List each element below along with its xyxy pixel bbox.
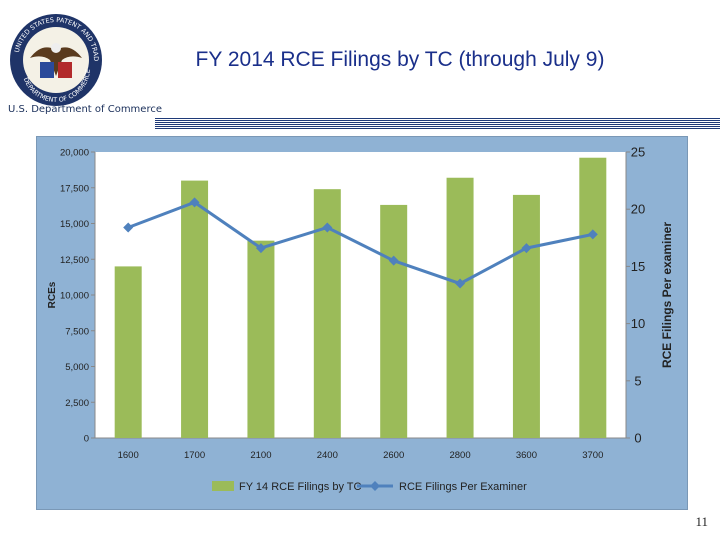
x-tick-label: 1600 (118, 450, 139, 461)
legend-group: FY 14 RCE Filings by TC RCE Filings Per E… (212, 481, 527, 493)
bar-2800 (446, 177, 474, 439)
legend-label-line: RCE Filings Per Examiner (399, 481, 527, 493)
y-tick-label: 2,500 (65, 398, 89, 409)
line-marker-2100 (255, 243, 266, 254)
y-tick-label: 5,000 (65, 362, 89, 373)
y2-tick-label: 25 (631, 145, 645, 160)
legend-swatch-marker (370, 481, 380, 491)
line-marker-3600 (521, 243, 532, 254)
y2-tick-label: 5 (634, 373, 641, 388)
y-tick-label: 15,000 (60, 219, 89, 230)
y-tick-label: 10,000 (60, 291, 89, 302)
y-tick-label: 0 (84, 434, 89, 445)
plot-area (95, 152, 626, 438)
bar-1600 (114, 266, 142, 438)
seal-eagle (30, 47, 82, 76)
y2-axis-title: RCE Filings Per examiner (660, 222, 674, 368)
legend-label-bars: FY 14 RCE Filings by TC (239, 481, 362, 493)
bar-2100 (247, 240, 275, 438)
labels-group: 0 2,500 5,000 7,500 10,000 12,500 15,000 17,500… (47, 145, 674, 462)
y-axis-title: RCEs (47, 281, 58, 308)
bar-3700 (579, 157, 607, 438)
line-group (123, 197, 598, 289)
bar-3600 (512, 194, 540, 438)
bar-2600 (380, 204, 408, 438)
seal-shield-left (40, 62, 54, 78)
seal-eagle-head (51, 43, 61, 53)
agency-label: U.S. Department of Commerce (8, 104, 162, 115)
y-tick-label: 12,500 (60, 255, 89, 266)
line-marker-3700 (587, 229, 598, 240)
x-tick-label: 3700 (582, 450, 603, 461)
line-marker-2400 (322, 222, 333, 233)
legend-swatch-bars (212, 481, 234, 491)
y2-tick-label: 0 (634, 431, 641, 446)
line-marker-2800 (455, 278, 466, 289)
chart-panel: 0 2,500 5,000 7,500 10,000 12,500 15,000 17,500… (36, 136, 688, 510)
y-tick-label: 17,500 (60, 183, 89, 194)
line-marker-2600 (388, 255, 399, 266)
combo-chart: 0 2,500 5,000 7,500 10,000 12,500 15,000 17,500… (47, 145, 674, 494)
x-tick-label: 1700 (184, 450, 205, 461)
x-tick-label: 2800 (449, 450, 470, 461)
x-tick-label: 2400 (317, 450, 338, 461)
y2-tick-label: 15 (631, 259, 645, 274)
y2-tick-label: 20 (631, 202, 645, 217)
line-rce-per-examiner (127, 200, 594, 286)
y-tick-label: 7,500 (65, 326, 89, 337)
x-tick-label: 3600 (516, 450, 537, 461)
page-number: 11 (695, 514, 708, 529)
y2-tick-label: 10 (631, 316, 645, 331)
line-marker-1600 (123, 222, 134, 233)
line-marker-1700 (189, 197, 200, 208)
x-tick-label: 2100 (250, 450, 271, 461)
y-tick-label: 20,000 (60, 148, 89, 159)
bar-1700 (181, 180, 209, 438)
seal-shield-right (58, 62, 72, 78)
header-rule (155, 118, 720, 130)
x-tick-label: 2600 (383, 450, 404, 461)
uspto-seal: UNITED STATES PATENT AND TRADEMARK OFFIC… (8, 12, 102, 106)
page-title: FY 2014 RCE Filings by TC (through July … (195, 48, 605, 71)
bars-group (114, 157, 607, 439)
